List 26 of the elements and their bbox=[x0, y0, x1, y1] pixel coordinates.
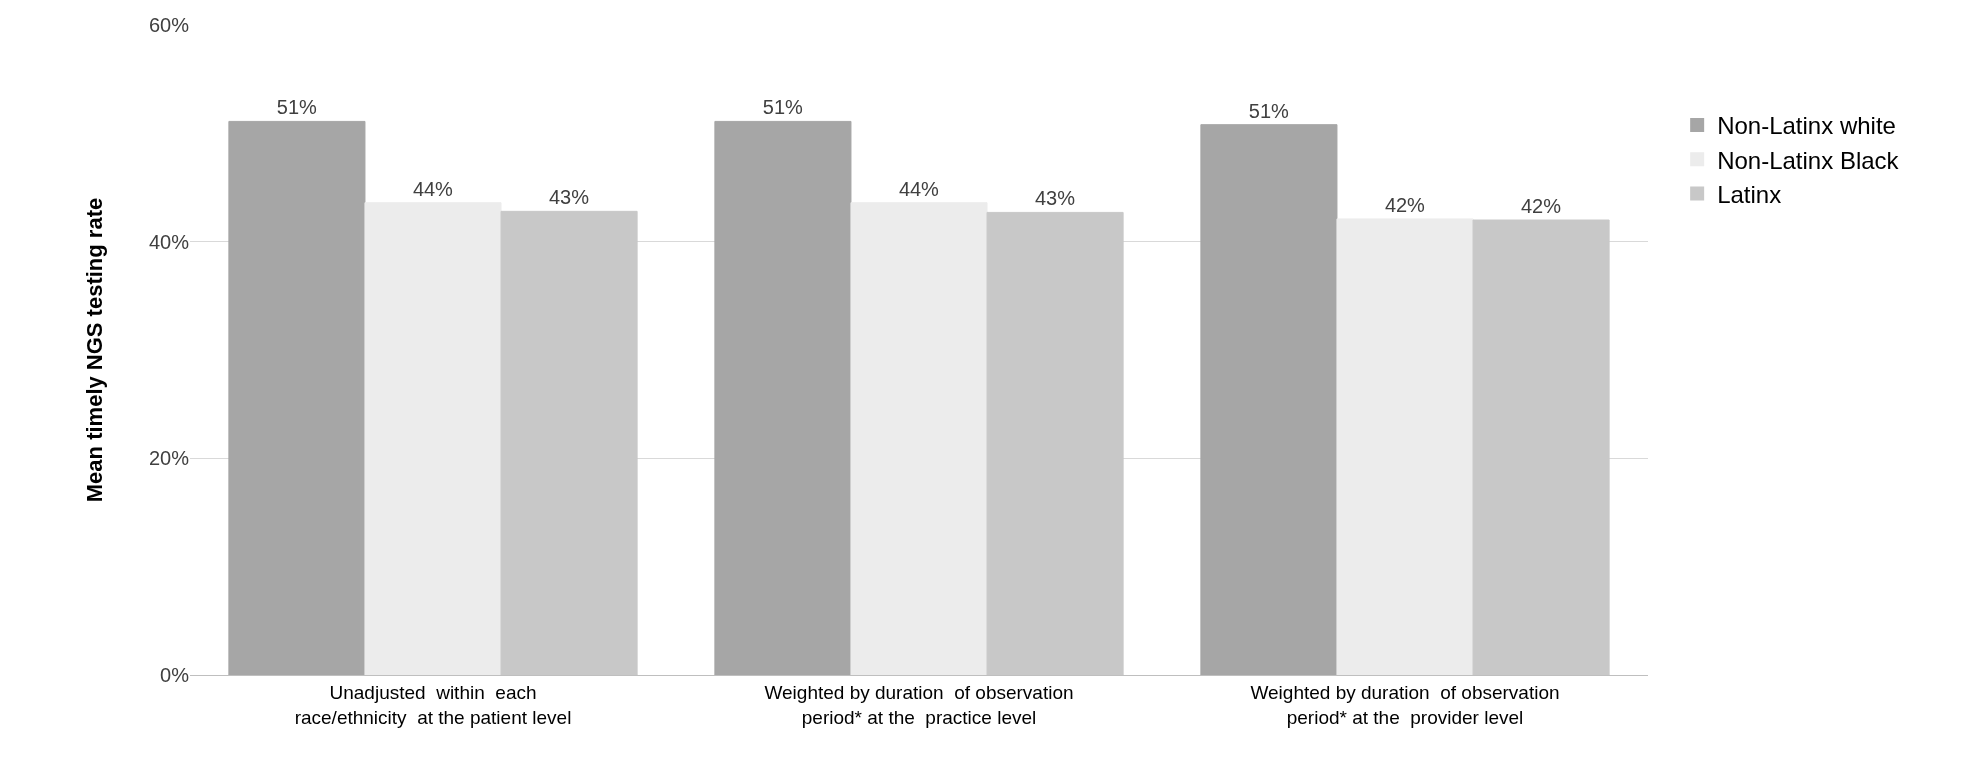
y-tick-label: 20% bbox=[148, 447, 190, 470]
bar bbox=[714, 120, 852, 675]
y-axis-title: Mean timely NGS testing rate bbox=[81, 197, 107, 503]
data-label: 44% bbox=[412, 177, 454, 200]
data-label: 51% bbox=[762, 96, 804, 119]
y-tick-label: 0% bbox=[160, 664, 190, 686]
data-label: 51% bbox=[1248, 99, 1290, 122]
data-label: 42% bbox=[1384, 193, 1426, 216]
data-label: 43% bbox=[548, 186, 590, 209]
bar bbox=[228, 120, 366, 675]
bar bbox=[1336, 218, 1474, 675]
data-label: 51% bbox=[276, 96, 318, 119]
y-tick-label: 40% bbox=[148, 230, 190, 253]
legend-label: Non-Latinx white bbox=[1717, 112, 1896, 140]
bar bbox=[850, 202, 988, 675]
x-tick-label: Weighted by duration of observation period* at the practice level bbox=[764, 681, 1074, 728]
x-tick-label: Weighted by duration of observation period* at the provider level bbox=[1250, 681, 1560, 728]
bar bbox=[364, 202, 502, 675]
y-tick-label: 60% bbox=[148, 14, 190, 36]
legend-label: Non-Latinx Black bbox=[1717, 146, 1900, 174]
data-label: 43% bbox=[1034, 187, 1076, 210]
legend-label: Latinx bbox=[1717, 180, 1782, 208]
bar bbox=[1200, 124, 1338, 675]
data-label: 44% bbox=[898, 177, 940, 200]
data-label: 42% bbox=[1520, 195, 1562, 217]
x-tick-label: Unadjusted within each race/ethnicity at the patient level bbox=[294, 681, 572, 728]
